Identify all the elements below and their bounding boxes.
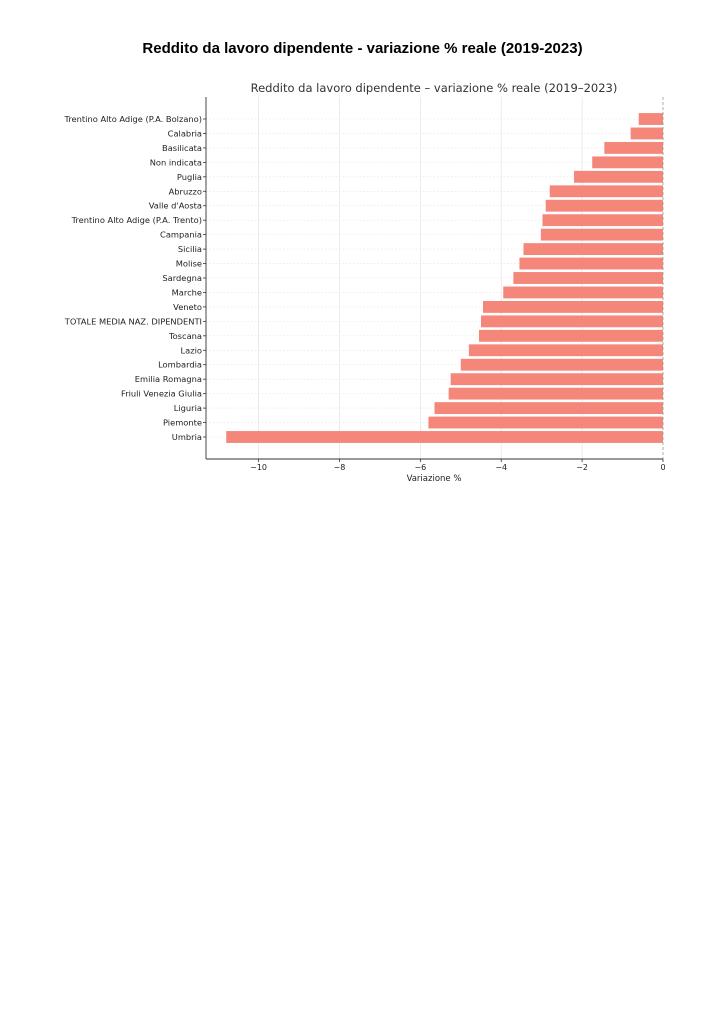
category-label: Sardegna: [162, 273, 202, 283]
bar: [434, 402, 663, 415]
bar: [549, 185, 663, 198]
x-tick-label: −2: [576, 463, 588, 472]
category-label: Non indicata: [150, 157, 202, 167]
bar: [503, 286, 663, 299]
bar: [226, 431, 663, 443]
category-label: Trentino Alto Adige (P.A. Trento): [71, 215, 202, 225]
bar: [630, 127, 663, 140]
x-axis-label: Variazione %: [407, 474, 462, 484]
category-label: Basilicata: [162, 143, 202, 153]
category-label: Lombardia: [158, 360, 202, 370]
category-label: Molise: [176, 259, 202, 269]
bar: [519, 257, 663, 270]
category-label: Umbria: [172, 432, 202, 442]
category-label: Veneto: [173, 302, 202, 312]
bar: [450, 373, 663, 386]
category-label: Trentino Alto Adige (P.A. Bolzano): [63, 114, 202, 124]
bar: [478, 329, 663, 342]
category-label: Calabria: [168, 128, 202, 138]
chart-labels: −10 −8 −6 −4 −2 0 Trentino Alto Adige (P.A. Bo…: [63, 114, 665, 472]
bar: [523, 243, 663, 256]
chart-bars: [226, 113, 663, 443]
bar: [468, 344, 663, 357]
x-tick-label: −8: [334, 463, 346, 472]
chart-title: Reddito da lavoro dipendente – variazion…: [251, 81, 618, 95]
category-label: Lazio: [181, 345, 202, 355]
bar: [428, 416, 663, 429]
category-label: Piemonte: [163, 418, 202, 428]
x-tick-label: 0: [660, 463, 665, 472]
chart-axes: [203, 97, 664, 462]
category-label: TOTALE MEDIA NAZ. DIPENDENTI: [64, 316, 202, 326]
x-tick-label: −10: [250, 463, 267, 472]
bar: [574, 170, 663, 183]
bar: [542, 214, 663, 227]
category-label: Sicilia: [178, 244, 202, 254]
document-title: Reddito da lavoro dipendente - variazion…: [142, 40, 583, 57]
x-tick-label: −4: [495, 463, 507, 472]
bar: [545, 199, 663, 212]
bar: [460, 358, 663, 371]
bar: [592, 156, 663, 169]
category-label: Toscana: [168, 331, 202, 341]
bar: [483, 300, 663, 313]
bar: [513, 272, 663, 284]
x-tick-label: −6: [414, 463, 426, 472]
bar: [540, 228, 663, 241]
category-label: Marche: [172, 287, 202, 297]
bar: [638, 113, 663, 125]
category-label: Abruzzo: [169, 186, 202, 196]
category-label: Liguria: [174, 403, 202, 413]
category-label: Puglia: [177, 172, 202, 182]
bar: [481, 315, 663, 328]
bar: [604, 141, 663, 154]
bar: [448, 387, 663, 400]
category-label: Emilia Romagna: [135, 374, 202, 384]
category-label: Valle d'Aosta: [149, 201, 202, 211]
category-label: Campania: [160, 230, 202, 240]
category-label: Friuli Venezia Giulia: [121, 389, 202, 399]
